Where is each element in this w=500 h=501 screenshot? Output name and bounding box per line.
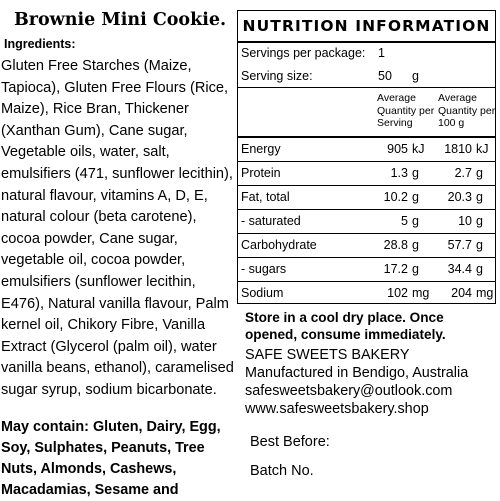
nutrient-per-serving-unit: g bbox=[412, 190, 419, 204]
nutrient-per-100g-value: 20.3 bbox=[447, 190, 472, 204]
divider bbox=[238, 87, 495, 88]
website-address: www.safesweetsbakery.shop bbox=[245, 401, 429, 417]
row-divider bbox=[238, 185, 495, 186]
nutrient-per-serving-value: 5 bbox=[401, 214, 408, 228]
nutrient-per-serving-value: 28.8 bbox=[383, 238, 408, 252]
nutrient-per-serving-value: 17.2 bbox=[383, 262, 408, 276]
nutrient-per-serving-unit: mg bbox=[412, 286, 430, 300]
nutrient-per-serving-unit: g bbox=[412, 214, 419, 228]
left-column: Brownie Mini Cookie. Ingredients: Gluten… bbox=[0, 0, 236, 500]
nutrient-per-100g-value: 57.7 bbox=[447, 238, 472, 252]
nutrient-per-100g-unit: g bbox=[476, 190, 483, 204]
product-title: Brownie Mini Cookie. bbox=[14, 10, 227, 30]
storage-instructions: Store in a cool dry place. Once opened, … bbox=[245, 310, 446, 342]
nutrient-per-serving-unit: g bbox=[412, 166, 419, 180]
nutrient-name: - sugars bbox=[241, 262, 287, 276]
email-address: safesweetsbakery@outlook.com bbox=[245, 383, 453, 399]
serving-size-label: Serving size: bbox=[241, 69, 313, 83]
servings-label: Servings per package: bbox=[241, 46, 366, 60]
nutrient-per-serving-unit: g bbox=[412, 238, 419, 252]
contact-block: SAFE SWEETS BAKERY Manufactured in Bendi… bbox=[245, 346, 500, 418]
nutrient-per-100g-unit: g bbox=[476, 262, 483, 276]
nutrient-per-100g-value: 204 bbox=[451, 286, 472, 300]
nutrient-per-100g-unit: g bbox=[476, 166, 483, 180]
row-divider bbox=[238, 257, 495, 258]
nutrient-per-100g-unit: g bbox=[476, 238, 483, 252]
nutrient-name: Fat, total bbox=[241, 190, 290, 204]
divider bbox=[238, 136, 495, 138]
allergen-statement: May contain: Gluten, Dairy, Egg, Soy, Su… bbox=[1, 419, 221, 498]
nutrient-per-serving-unit: g bbox=[412, 262, 419, 276]
row-divider bbox=[238, 161, 495, 162]
nutrient-per-100g-value: 2.7 bbox=[454, 166, 472, 180]
column-header-per-serving: Average Quantity per Serving bbox=[377, 92, 435, 129]
servings-value: 1 bbox=[378, 46, 385, 60]
ingredients-heading: Ingredients: bbox=[4, 37, 76, 51]
serving-size-value: 50 bbox=[378, 69, 392, 83]
nutrient-per-serving-value: 1.3 bbox=[390, 166, 408, 180]
nutrient-per-100g-value: 34.4 bbox=[447, 262, 472, 276]
row-divider bbox=[238, 281, 495, 282]
serving-size-unit: g bbox=[412, 69, 419, 83]
company-name: SAFE SWEETS BAKERY bbox=[245, 347, 410, 363]
ingredients-text: Gluten Free Starches (Maize, Tapioca), G… bbox=[1, 58, 234, 398]
batch-number-label: Batch No. bbox=[250, 463, 314, 479]
divider bbox=[238, 41, 495, 43]
nutrient-per-100g-value: 1810 bbox=[444, 142, 472, 156]
nutrient-per-serving-unit: kJ bbox=[412, 142, 425, 156]
nutrition-panel: NUTRITION INFORMATION Servings per packa… bbox=[237, 10, 496, 304]
nutrition-title: NUTRITION INFORMATION bbox=[242, 17, 491, 35]
row-divider bbox=[238, 233, 495, 234]
nutrient-per-serving-value: 102 bbox=[387, 286, 408, 300]
row-divider bbox=[238, 209, 495, 210]
nutrient-per-100g-unit: mg bbox=[476, 286, 494, 300]
nutrient-name: Sodium bbox=[241, 286, 284, 300]
column-header-per-100g: Average Quantity per 100 g bbox=[438, 92, 496, 129]
nutrient-name: Energy bbox=[241, 142, 281, 156]
nutrient-name: Protein bbox=[241, 166, 281, 180]
nutrient-name: Carbohydrate bbox=[241, 238, 317, 252]
nutrient-name: - saturated bbox=[241, 214, 301, 228]
nutrient-per-100g-value: 10 bbox=[458, 214, 472, 228]
nutrient-per-100g-unit: g bbox=[476, 214, 483, 228]
nutrient-per-serving-value: 10.2 bbox=[383, 190, 408, 204]
manufacture-location: Manufactured in Bendigo, Australia bbox=[245, 365, 469, 381]
best-before-label: Best Before: bbox=[250, 434, 330, 450]
nutrient-per-100g-unit: kJ bbox=[476, 142, 489, 156]
nutrient-per-serving-value: 905 bbox=[387, 142, 408, 156]
